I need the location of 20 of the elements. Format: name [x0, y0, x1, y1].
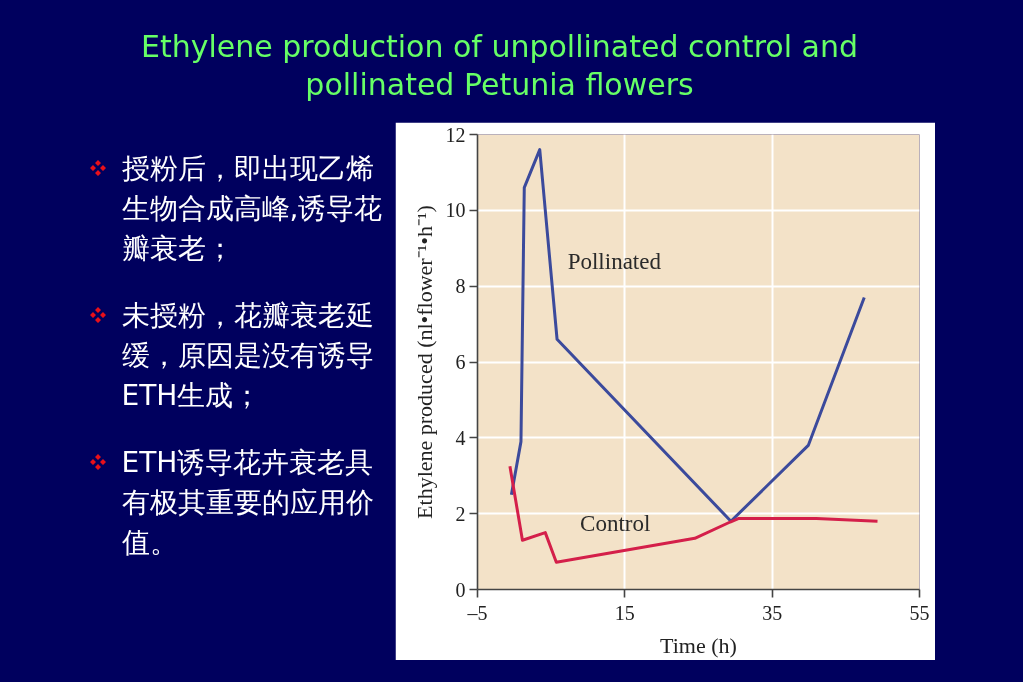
y-tick-label: 12	[445, 123, 466, 146]
series-label: Pollinated	[567, 249, 662, 275]
y-tick-label: 8	[455, 275, 466, 298]
y-tick-label: 2	[455, 502, 466, 525]
text: ETH诱导花卉衰老具有极其重要的应用价值。	[121, 446, 374, 559]
y-tick-label: 10	[445, 199, 466, 222]
x-tick-label: –5	[466, 601, 488, 624]
x-tick-label: 55	[909, 601, 930, 624]
y-axis-title: Ethylene produced (nl•flower⁻¹•h⁻¹)	[411, 205, 437, 519]
x-axis-title: Time (h)	[660, 632, 737, 658]
text: 授粉后，即出现乙烯生物合成高峰,诱导花瓣衰老；	[121, 152, 383, 265]
x-tick-label: 15	[614, 601, 635, 624]
text: 未授粉，花瓣衰老延缓，原因是没有诱导ETH生成；	[121, 299, 374, 412]
y-tick-label: 0	[455, 578, 466, 601]
y-tick-label: 6	[455, 351, 466, 373]
line-series	[508, 464, 880, 564]
chart-title: Ethylene production of unpollinated control and pollinated Petunia flowers	[141, 29, 858, 102]
x-tick-label: 35	[762, 601, 783, 624]
y-tick-label: 4	[455, 426, 466, 449]
series-label: Control	[580, 510, 651, 536]
